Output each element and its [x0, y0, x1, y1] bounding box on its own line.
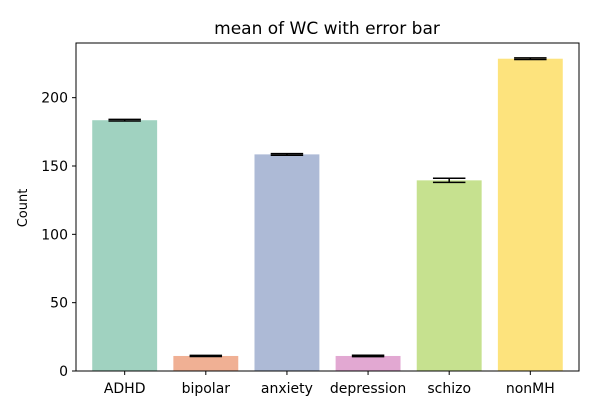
y-tick-label-50: 50 — [50, 296, 68, 312]
x-tick-label-anxiety: anxiety — [261, 381, 313, 397]
y-tick-label-150: 150 — [41, 159, 68, 175]
y-tick-label-200: 200 — [41, 91, 68, 107]
bar-ADHD — [92, 120, 158, 371]
y-tick-label-0: 0 — [59, 364, 68, 380]
x-tick-label-bipolar: bipolar — [182, 381, 231, 397]
x-tick-label-depression: depression — [330, 381, 406, 397]
bar-nonMH — [497, 58, 563, 371]
x-tick-label-ADHD: ADHD — [104, 381, 146, 397]
chart-title: mean of WC with error bar — [214, 19, 440, 39]
bar-anxiety — [254, 154, 320, 371]
plot-frame — [75, 42, 580, 372]
x-tick-label-nonMH: nonMH — [506, 381, 555, 397]
bar-depression — [335, 355, 401, 371]
x-axis: ADHD bipolar anxiety depression schizo nonMH — [104, 371, 555, 397]
bar-bipolar — [173, 355, 239, 371]
x-tick-label-schizo: schizo — [427, 381, 471, 397]
bars-group — [92, 58, 563, 371]
y-axis-label: Count — [16, 189, 31, 228]
y-axis: 0 50 100 150 200 — [41, 91, 76, 380]
error-bars-group — [108, 57, 547, 358]
y-tick-label-100: 100 — [41, 227, 68, 243]
bar-schizo — [416, 180, 482, 371]
